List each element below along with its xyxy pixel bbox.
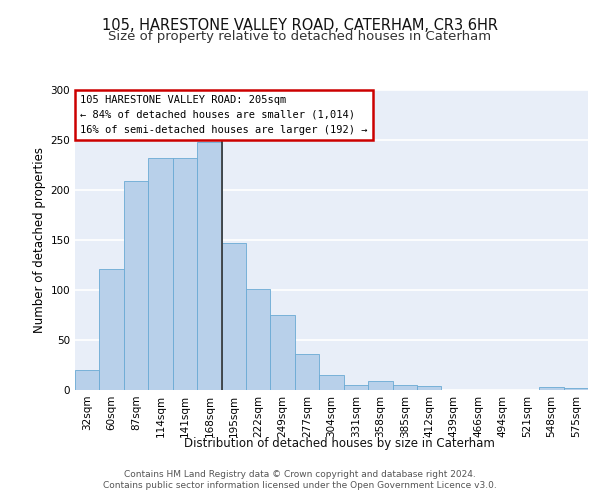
Bar — [563, 388, 588, 390]
Bar — [100, 269, 124, 390]
Bar — [319, 375, 344, 390]
Text: Distribution of detached houses by size in Caterham: Distribution of detached houses by size … — [184, 438, 494, 450]
Text: 105 HARESTONE VALLEY ROAD: 205sqm
← 84% of detached houses are smaller (1,014)
1: 105 HARESTONE VALLEY ROAD: 205sqm ← 84% … — [80, 95, 367, 134]
Bar — [148, 158, 173, 390]
Y-axis label: Number of detached properties: Number of detached properties — [33, 147, 46, 333]
Bar — [246, 289, 271, 390]
Bar — [539, 387, 563, 390]
Bar — [75, 370, 100, 390]
Bar — [344, 385, 368, 390]
Bar — [173, 158, 197, 390]
Bar — [197, 142, 221, 390]
Bar — [124, 181, 148, 390]
Bar — [271, 315, 295, 390]
Text: 105, HARESTONE VALLEY ROAD, CATERHAM, CR3 6HR: 105, HARESTONE VALLEY ROAD, CATERHAM, CR… — [102, 18, 498, 32]
Bar — [368, 381, 392, 390]
Text: Contains HM Land Registry data © Crown copyright and database right 2024.: Contains HM Land Registry data © Crown c… — [124, 470, 476, 479]
Text: Size of property relative to detached houses in Caterham: Size of property relative to detached ho… — [109, 30, 491, 43]
Bar — [295, 354, 319, 390]
Bar — [417, 386, 442, 390]
Bar — [221, 243, 246, 390]
Text: Contains public sector information licensed under the Open Government Licence v3: Contains public sector information licen… — [103, 481, 497, 490]
Bar — [392, 385, 417, 390]
